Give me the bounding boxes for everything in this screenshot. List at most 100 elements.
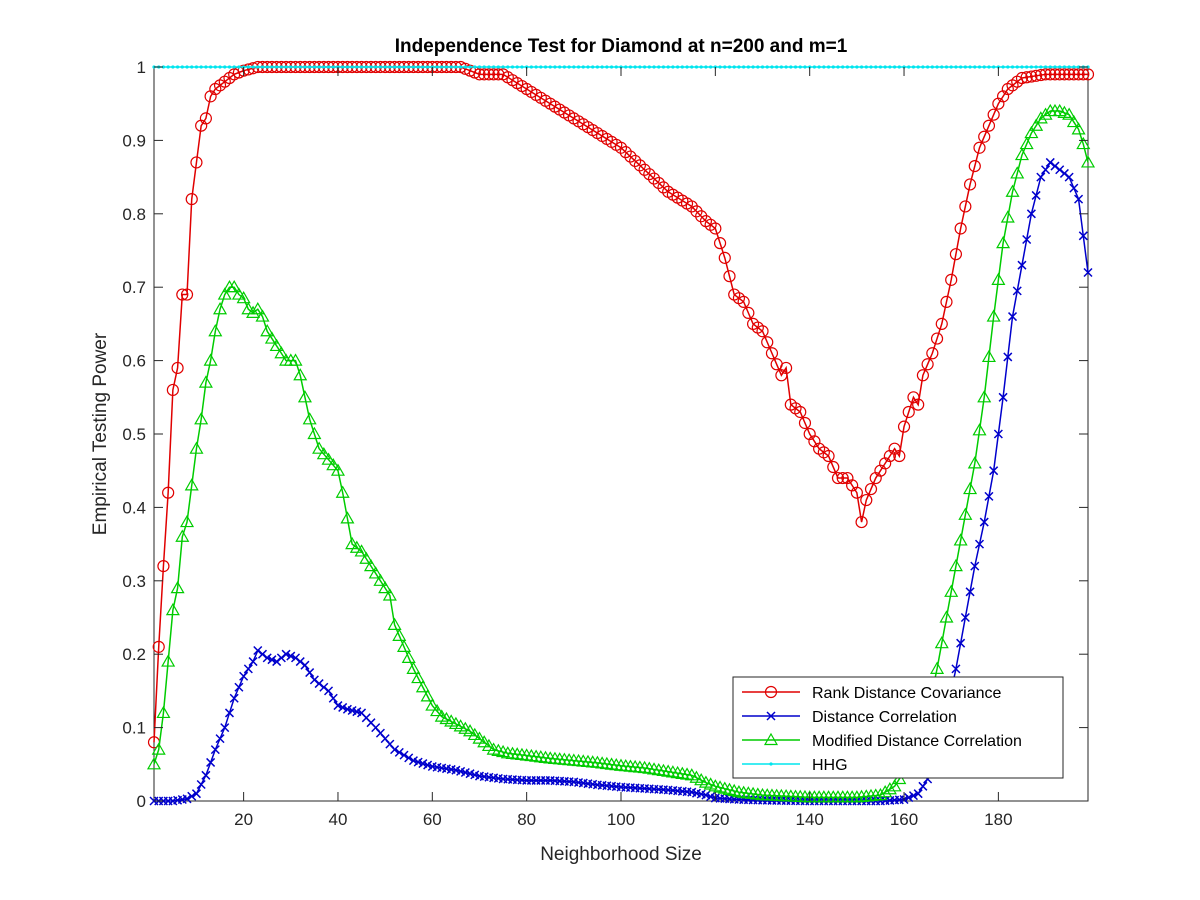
series-2-point bbox=[293, 368, 308, 381]
series-0-point bbox=[959, 200, 972, 213]
series-3-point bbox=[732, 65, 736, 69]
series-2-point bbox=[406, 661, 421, 674]
series-2-point bbox=[250, 302, 265, 315]
series-3-point bbox=[987, 65, 991, 69]
series-0-point bbox=[1048, 68, 1062, 81]
series-3-point bbox=[685, 65, 689, 69]
series-2-point bbox=[373, 573, 388, 586]
series-3-point bbox=[784, 65, 788, 69]
series-0-point bbox=[963, 178, 977, 191]
series-3-point bbox=[548, 65, 552, 69]
series-1-point bbox=[970, 561, 980, 571]
series-3-point bbox=[317, 65, 321, 69]
series-2-point bbox=[415, 680, 430, 693]
series-0-point bbox=[624, 150, 637, 163]
series-2-point bbox=[387, 617, 402, 630]
series-3-point bbox=[529, 65, 533, 69]
series-0-point bbox=[968, 159, 981, 173]
series-3-point bbox=[293, 65, 298, 69]
legend-label: HHG bbox=[812, 757, 848, 774]
series-2-point bbox=[217, 287, 232, 300]
series-0-point bbox=[761, 336, 774, 349]
y-tick-label: 0 bbox=[137, 792, 146, 811]
series-0-point bbox=[765, 347, 779, 360]
series-3-point bbox=[374, 65, 378, 69]
series-2-point bbox=[882, 782, 897, 795]
series-1-point bbox=[324, 686, 334, 696]
series-0-point bbox=[1077, 68, 1090, 81]
series-3-point bbox=[855, 65, 859, 69]
series-1-point bbox=[262, 653, 272, 663]
series-0-point bbox=[756, 325, 769, 338]
legend-label: Rank Distance Covariance bbox=[812, 685, 1002, 702]
series-3-point bbox=[671, 65, 675, 69]
series-2-point bbox=[175, 529, 190, 542]
series-1-point bbox=[243, 664, 253, 674]
x-tick-label: 60 bbox=[423, 810, 442, 829]
series-3-point bbox=[364, 65, 368, 69]
series-2-point bbox=[179, 514, 195, 528]
series-3-point bbox=[543, 65, 548, 69]
series-1-point bbox=[965, 587, 975, 597]
series-3-point bbox=[326, 65, 331, 69]
series-2-point bbox=[345, 536, 360, 550]
series-3-point bbox=[331, 65, 335, 69]
series-3-point bbox=[1020, 65, 1024, 69]
series-3-point bbox=[779, 65, 783, 69]
y-tick-label: 0.6 bbox=[122, 352, 146, 371]
series-3-point bbox=[246, 65, 250, 69]
series-2-point bbox=[680, 767, 695, 780]
series-0-point bbox=[482, 68, 496, 81]
series-0-point bbox=[831, 471, 845, 485]
series-0-point bbox=[723, 270, 736, 283]
series-3-point bbox=[322, 65, 326, 69]
series-3-point bbox=[1029, 65, 1033, 69]
series-2-point bbox=[873, 787, 888, 801]
series-3-point bbox=[633, 65, 637, 69]
series-1-point bbox=[201, 770, 211, 780]
series-0-point bbox=[487, 68, 500, 81]
series-0-point bbox=[647, 172, 661, 185]
series-1-point bbox=[220, 723, 230, 733]
y-tick-label: 0.7 bbox=[122, 278, 146, 297]
series-3-point bbox=[826, 65, 831, 69]
series-3-point bbox=[968, 65, 972, 69]
series-2-point bbox=[302, 412, 317, 425]
series-3-point bbox=[345, 65, 350, 69]
series-1-point bbox=[215, 734, 225, 744]
series-0-point bbox=[629, 154, 642, 168]
series-3-point bbox=[482, 65, 486, 69]
series-2-point bbox=[264, 331, 279, 344]
series-0-point bbox=[987, 108, 1000, 121]
series-3-point bbox=[492, 65, 496, 69]
series-3-point bbox=[1072, 65, 1076, 69]
y-tick-label: 0.3 bbox=[122, 572, 146, 591]
series-3-point bbox=[279, 65, 283, 69]
series-2-point bbox=[991, 272, 1006, 285]
series-3-point bbox=[572, 65, 576, 69]
series-0-point bbox=[718, 251, 731, 264]
series-3-point bbox=[638, 65, 642, 69]
series-3-point bbox=[756, 65, 760, 69]
series-3-point bbox=[256, 65, 260, 69]
series-1-point bbox=[974, 539, 985, 549]
series-3-point bbox=[850, 65, 854, 69]
series-0-point bbox=[478, 68, 491, 81]
series-3-point bbox=[817, 65, 821, 69]
series-3-point bbox=[940, 65, 944, 69]
series-1-point bbox=[1022, 234, 1032, 245]
series-2-point bbox=[307, 426, 322, 440]
series-1-point bbox=[281, 649, 291, 659]
series-0-point bbox=[152, 640, 165, 653]
series-3-point bbox=[935, 65, 939, 69]
series-2-point bbox=[675, 766, 690, 779]
series-0-point bbox=[176, 288, 189, 301]
series-3-point bbox=[959, 65, 963, 69]
series-3-point bbox=[567, 65, 571, 69]
series-3-point bbox=[204, 65, 208, 69]
series-0-point bbox=[1081, 68, 1095, 81]
series-3-point bbox=[930, 65, 934, 69]
x-tick-label: 160 bbox=[890, 810, 918, 829]
series-2-point bbox=[637, 760, 652, 774]
legend-point bbox=[766, 711, 776, 721]
